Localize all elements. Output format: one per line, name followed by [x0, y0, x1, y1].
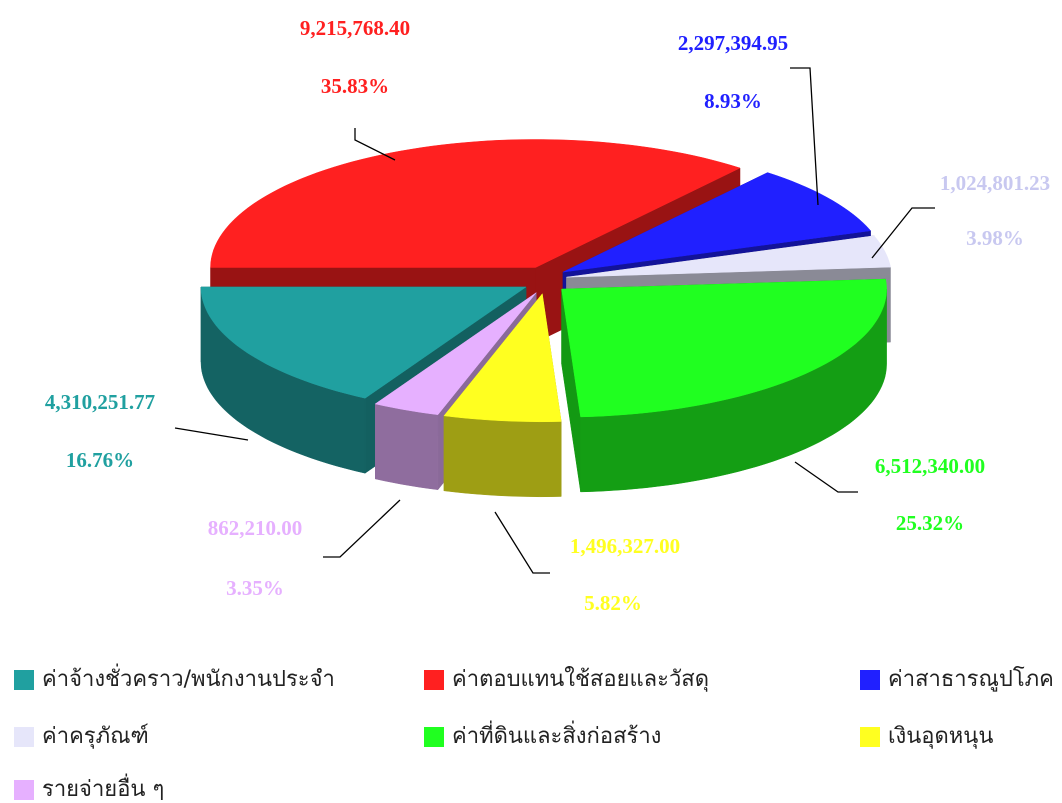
legend-label: รายจ่ายอื่น ๆ	[42, 773, 164, 802]
slice-top	[566, 235, 891, 278]
percent-label: 3.35%	[226, 576, 284, 600]
leader-line	[794, 461, 858, 493]
legend-label: ค่าที่ดินและสิ่งก่อสร้าง	[452, 720, 661, 749]
leader-line	[354, 128, 396, 161]
legend-label: ค่าตอบแทนใช้สอยและวัสดุ	[452, 666, 709, 692]
slice-top	[210, 139, 741, 268]
leader-line	[790, 67, 819, 206]
value-label: 1,496,327.00	[570, 534, 680, 558]
slice-wall	[375, 403, 439, 490]
leader-line	[174, 427, 249, 441]
percent-label: 5.82%	[584, 591, 642, 615]
slice-wall	[443, 415, 562, 498]
legend-label: ค่าครุภัณฑ์	[42, 724, 149, 749]
percent-label: 8.93%	[704, 89, 762, 113]
slice-top	[374, 292, 537, 415]
slice	[443, 293, 562, 498]
value-label: 1,024,801.23	[940, 171, 1050, 195]
slice-top	[561, 278, 887, 418]
value-label: 9,215,768.40	[300, 16, 410, 40]
value-label: 862,210.00	[208, 516, 303, 540]
percent-label: 25.32%	[896, 511, 964, 535]
legend-label: ค่าจ้างชั่วคราว/พนักงานประจำ	[42, 663, 335, 692]
legend-label: ค่าสาธารณูปโภค	[888, 666, 1054, 692]
slice-top	[443, 293, 562, 423]
slice-top	[200, 286, 527, 399]
legend-swatch	[424, 727, 444, 747]
value-label: 2,297,394.95	[678, 31, 788, 55]
percent-label: 35.83%	[321, 74, 389, 98]
legend-swatch	[14, 727, 34, 747]
legend-swatch	[860, 727, 880, 747]
slice	[561, 278, 887, 493]
legend-swatch	[424, 670, 444, 690]
legend-swatch	[14, 780, 34, 800]
legend-swatch	[14, 670, 34, 690]
legend-swatch	[860, 670, 880, 690]
percent-label: 16.76%	[66, 448, 134, 472]
slice-top	[562, 172, 872, 273]
leader-line	[871, 207, 935, 259]
leader-line	[494, 511, 550, 574]
leader-line	[323, 499, 401, 558]
percent-label: 3.98%	[966, 226, 1024, 250]
value-label: 4,310,251.77	[45, 390, 155, 414]
value-label: 6,512,340.00	[875, 454, 985, 478]
legend-label: เงินอุดหนุน	[888, 724, 993, 749]
